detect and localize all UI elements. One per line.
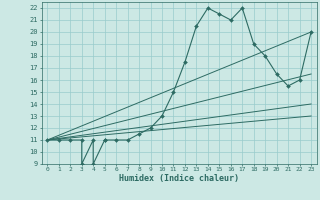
X-axis label: Humidex (Indice chaleur): Humidex (Indice chaleur)	[119, 174, 239, 183]
